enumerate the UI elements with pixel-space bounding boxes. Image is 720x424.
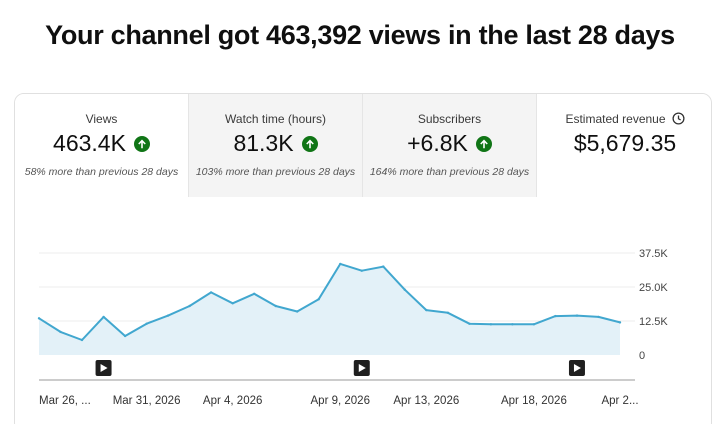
tab-estimated-revenue[interactable]: Estimated revenue $5,679.35 [537,94,711,197]
data-point [231,302,234,305]
data-point [618,321,622,324]
tab-title: Watch time (hours) [225,112,326,126]
y-tick-label: 37.5K [639,248,668,260]
data-point [80,338,84,342]
y-tick-label: 12.5K [639,316,668,328]
tab-title-label: Estimated revenue [565,112,666,126]
data-point [403,288,406,291]
data-point [37,317,41,320]
data-point [511,323,514,326]
metric-tabs: Views 463.4K 58% more than previous 28 d… [15,94,711,197]
x-tick-label: Apr 13, 2026 [393,395,459,407]
play-icon [100,364,108,372]
x-tick-label: Apr 2... [601,395,638,407]
data-point [59,330,62,334]
data-point [597,315,600,319]
data-point [317,298,320,301]
arrow-up-icon [301,135,318,152]
y-tick-label: 25.0K [639,282,668,294]
play-icon [573,364,581,372]
tab-title: Estimated revenue [537,112,711,126]
data-point [575,314,579,317]
data-point [123,334,127,338]
arrow-up-icon [475,135,492,152]
tab-views[interactable]: Views 463.4K 58% more than previous 28 d… [15,94,189,197]
tab-watch-time[interactable]: Watch time (hours) 81.3K 103% more than … [189,94,363,197]
series-line [38,262,621,341]
arrow-up-icon [133,135,150,152]
data-point [209,291,213,294]
tab-change-text: 164% more than previous 28 days [369,166,530,178]
data-point [296,310,299,313]
y-tick-label: 0 [639,350,645,362]
series-area [39,263,620,355]
views-chart: 37.5K 25.0K 12.5K 0 Mar 26, ... Mar 31, 2026 A… [15,197,711,424]
tab-value: 81.3K [233,130,294,156]
data-point [554,314,557,318]
x-tick-label: Apr 4, 2026 [203,395,262,407]
play-icon [358,364,366,372]
data-point [166,314,170,317]
tab-subscribers[interactable]: Subscribers +6.8K 164% more than previou… [363,94,537,197]
tab-change-text: 103% more than previous 28 days [195,166,356,178]
page-headline: Your channel got 463,392 views in the la… [45,20,675,50]
data-point [532,323,536,326]
tab-title: Subscribers [417,112,482,126]
data-point [446,311,450,314]
data-point [102,315,105,319]
chart-svg: 37.5K 25.0K 12.5K 0 Mar 26, ... Mar 31, 2026 A… [37,248,668,407]
data-point [274,304,277,308]
data-point [253,292,256,295]
x-tick-label: Mar 31, 2026 [113,395,181,407]
tab-change-text: 58% more than previous 28 days [24,166,179,178]
data-point [468,322,471,325]
x-tick-label: Mar 26, ... [39,395,91,407]
x-tick-label: Apr 18, 2026 [501,395,567,407]
data-point [360,269,363,272]
tab-value: +6.8K [407,130,468,156]
data-point [188,304,191,308]
tab-value: 463.4K [53,130,126,156]
analytics-card: Views 463.4K 58% more than previous 28 d… [14,93,712,424]
data-point [382,265,385,268]
x-tick-label: Apr 9, 2026 [311,395,370,407]
tab-value: $5,679.35 [573,130,677,156]
data-point [489,323,493,326]
data-point [145,322,148,325]
clock-icon [671,112,685,125]
data-point [339,262,342,266]
data-point [425,308,428,312]
tab-title: Views [85,112,118,126]
